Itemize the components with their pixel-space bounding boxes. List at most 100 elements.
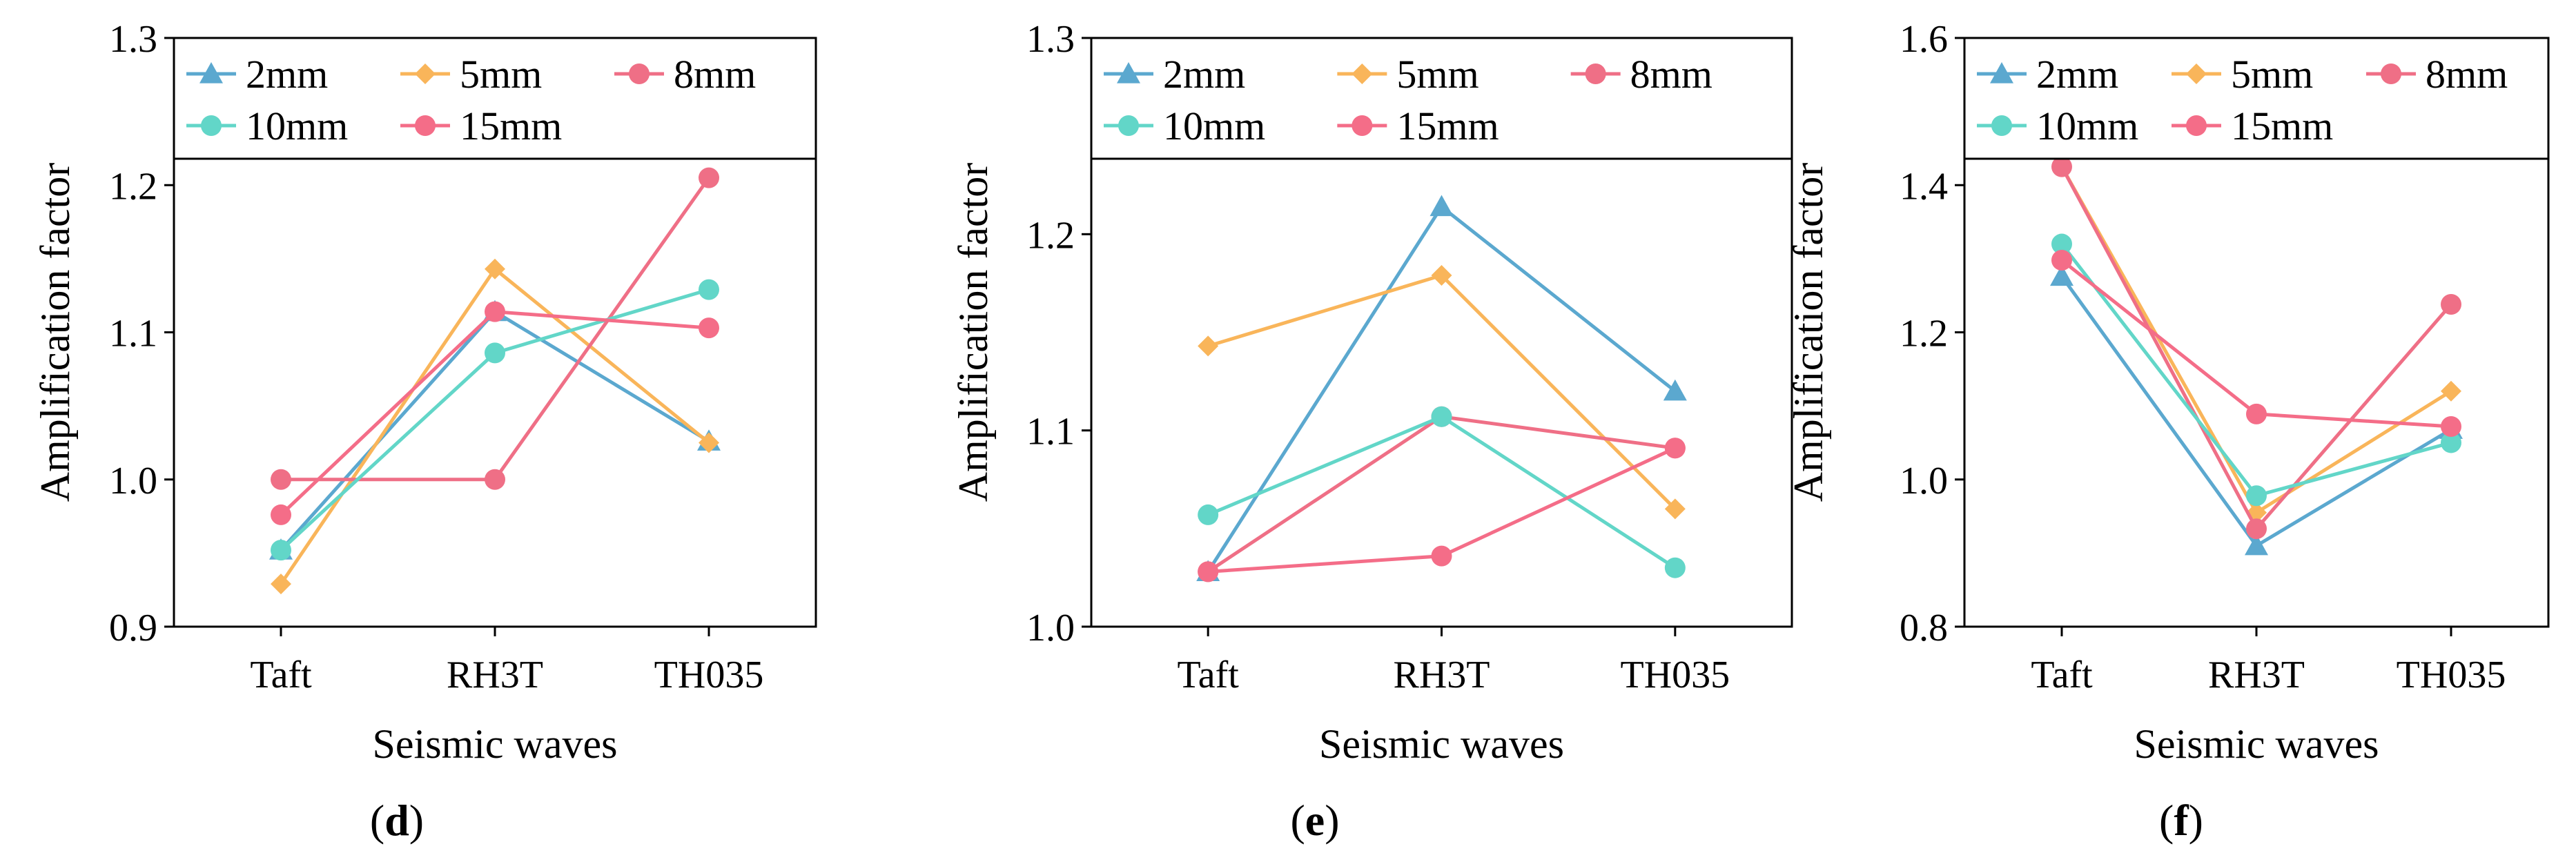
- chart-panel-e: 1.0 1.1 1.2 1.3 Taft RH3T TH035 Seismic waves Am…: [950, 18, 1793, 845]
- legend-marker-5mm: [415, 63, 436, 84]
- point-2mm-Taft: [2050, 264, 2074, 286]
- point-5mm-TH035: [699, 432, 719, 453]
- series-line-8mm: [281, 177, 711, 482]
- legend-marker-2mm: [199, 62, 223, 84]
- point-10mm-RH3T: [1431, 406, 1452, 427]
- x-tick-label: RH3T: [2208, 654, 2305, 696]
- legend-box: [173, 37, 817, 160]
- point-5mm-Taft: [1198, 335, 1219, 357]
- panel-label-letter: e: [1305, 796, 1325, 845]
- point-15mm-Taft: [271, 504, 291, 525]
- panel-label-close: ): [409, 796, 424, 845]
- x-tick-label: TH035: [1621, 654, 1730, 696]
- panel-label: (d): [370, 796, 424, 845]
- legend-label-8mm: 8mm: [2426, 52, 2508, 97]
- x-tick-label: Taft: [1177, 654, 1239, 696]
- panel-label-close: ): [1325, 796, 1339, 845]
- legend-marker-8mm: [1585, 63, 1606, 84]
- point-8mm-Taft: [2051, 156, 2072, 177]
- legend-marker-10mm: [1118, 115, 1139, 136]
- y-tick-label: 1.3: [1026, 18, 1075, 61]
- y-axis-title: Amplification factor: [32, 163, 78, 502]
- point-8mm-RH3T: [2246, 518, 2267, 540]
- legend-label-10mm: 10mm: [246, 104, 348, 148]
- legend-label-5mm: 5mm: [2231, 52, 2313, 97]
- y-tick-label: 1.1: [1026, 411, 1075, 453]
- panel-label-open: (: [1290, 796, 1305, 845]
- point-15mm-TH035: [1664, 438, 1686, 459]
- legend-label-2mm: 2mm: [246, 52, 328, 97]
- legend-box: [1090, 37, 1793, 160]
- point-5mm-RH3T: [485, 258, 505, 280]
- point-10mm-Taft: [2051, 233, 2072, 255]
- series-line-5mm: [2060, 166, 2452, 516]
- series-line-5mm: [1207, 273, 1677, 511]
- legend-label-5mm: 5mm: [460, 52, 542, 97]
- point-10mm-Taft: [271, 540, 291, 561]
- point-2mm-TH035: [1663, 379, 1687, 401]
- legend-marker-2mm: [1117, 62, 1140, 84]
- legend-label-2mm: 2mm: [2036, 52, 2118, 97]
- point-2mm-RH3T: [1430, 195, 1454, 217]
- legend-label-8mm: 8mm: [674, 52, 756, 97]
- legend-box: [1963, 37, 2550, 160]
- legend-marker-2mm: [1990, 62, 2013, 84]
- legend-label-10mm: 10mm: [1163, 104, 1265, 148]
- chart-panel-d: 0.9 1.0 1.1 1.2 1.3 Taft RH3T TH035 Seismic wave…: [32, 18, 817, 845]
- series-line-8mm: [2060, 166, 2452, 532]
- x-tick-label: Taft: [2031, 654, 2093, 696]
- point-15mm-Taft: [2051, 250, 2072, 271]
- y-tick-label: 1.6: [1900, 18, 1948, 61]
- legend-label-8mm: 8mm: [1630, 52, 1713, 97]
- point-15mm-TH035: [699, 317, 719, 339]
- y-tick-label: 0.9: [109, 607, 157, 649]
- legend-label-5mm: 5mm: [1396, 52, 1479, 97]
- point-8mm-TH035: [2441, 293, 2461, 315]
- legend-marker-5mm: [2186, 63, 2207, 84]
- panel-label-letter: d: [384, 796, 409, 845]
- legend-label-15mm: 15mm: [1396, 104, 1499, 148]
- chart-panel-f: 0.8 1.0 1.2 1.4 1.6 Taft RH3T TH035 Seismic wave…: [1786, 18, 2550, 845]
- y-tick-label: 1.1: [109, 313, 157, 355]
- point-8mm-TH035: [699, 167, 719, 188]
- x-tick-label: TH035: [2397, 654, 2506, 696]
- point-5mm-TH035: [1664, 498, 1686, 520]
- series-line-10mm: [280, 288, 710, 551]
- point-15mm-RH3T: [1431, 545, 1452, 567]
- point-10mm-TH035: [699, 279, 719, 300]
- y-tick-label: 1.0: [1026, 607, 1075, 649]
- legend-marker-5mm: [1352, 63, 1373, 84]
- legend-marker-10mm: [201, 115, 222, 136]
- panel-label-open: (: [370, 796, 384, 845]
- point-10mm-TH035: [2441, 432, 2461, 453]
- series-line-15mm: [2060, 259, 2452, 429]
- point-5mm-TH035: [2441, 380, 2461, 402]
- y-tick-label: 1.2: [1026, 214, 1075, 257]
- y-axis-title: Amplification factor: [1786, 163, 1831, 502]
- point-10mm-RH3T: [2246, 485, 2267, 507]
- x-tick-label: Taft: [250, 654, 312, 696]
- point-8mm-Taft: [271, 469, 291, 490]
- legend-label-15mm: 15mm: [2231, 104, 2333, 148]
- x-axis-title: Seismic waves: [2134, 721, 2379, 767]
- y-tick-label: 1.0: [1900, 460, 1948, 502]
- y-tick-label: 1.0: [109, 460, 157, 502]
- x-tick-label: TH035: [654, 654, 764, 696]
- point-15mm-RH3T: [2246, 403, 2267, 424]
- legend-label-10mm: 10mm: [2036, 104, 2138, 148]
- point-15mm-RH3T: [485, 301, 505, 322]
- point-15mm-Taft: [1198, 561, 1219, 582]
- legend-marker-8mm: [629, 63, 650, 84]
- legend-marker-15mm: [1352, 115, 1373, 136]
- point-10mm-Taft: [1198, 504, 1219, 525]
- point-10mm-RH3T: [485, 342, 505, 364]
- x-tick-label: RH3T: [1394, 654, 1490, 696]
- point-8mm-RH3T: [485, 469, 505, 490]
- y-tick-label: 1.2: [1900, 313, 1948, 355]
- panel-label-open: (: [2159, 796, 2174, 845]
- legend-marker-10mm: [1991, 115, 2012, 136]
- y-axis-title: Amplification factor: [950, 163, 996, 502]
- panel-label-letter: f: [2174, 796, 2189, 845]
